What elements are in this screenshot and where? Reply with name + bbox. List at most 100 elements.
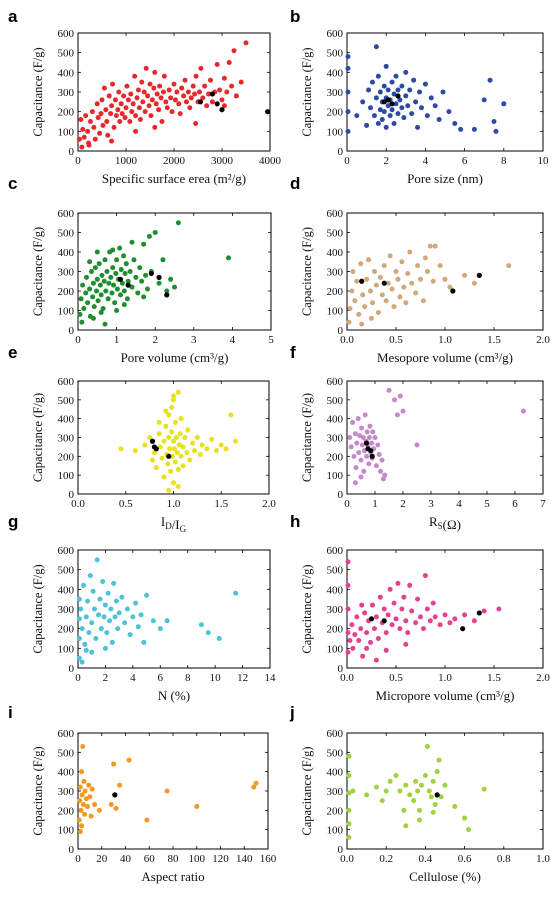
plot-frame <box>346 732 544 850</box>
y-tick-label: 300 <box>327 604 344 616</box>
scatter-point <box>346 773 352 779</box>
highlight-point <box>153 446 159 452</box>
y-tick-label: 0 <box>69 325 75 337</box>
highlight-point <box>149 438 156 444</box>
y-tick-label: 200 <box>58 624 75 636</box>
x-tick-label: 0.0 <box>340 334 354 346</box>
y-tick-label: 300 <box>327 87 344 99</box>
scatter-point <box>403 823 409 829</box>
y-tick-label: 500 <box>58 48 75 60</box>
scatter-point <box>218 442 224 448</box>
scatter-point <box>409 608 415 614</box>
scatter-point <box>89 620 95 626</box>
scatter-point <box>81 134 87 140</box>
scatter-point <box>76 136 82 142</box>
scatter-point <box>375 73 381 79</box>
scatter-point <box>351 453 357 459</box>
scatter-point <box>424 744 430 750</box>
scatter-point <box>347 637 353 643</box>
y-tick-label: 200 <box>327 624 344 636</box>
x-tick-label: 5 <box>268 334 274 346</box>
scatter-point <box>102 257 108 263</box>
scatter-point <box>147 435 153 440</box>
y-tick-label: 300 <box>58 433 75 445</box>
highlight-point <box>389 101 395 107</box>
scatter-point <box>141 89 147 95</box>
scatter-point <box>226 60 232 65</box>
scatter-point <box>392 397 398 403</box>
x-tick-label: 3 <box>191 334 197 346</box>
y-tick-label: 500 <box>58 565 75 577</box>
x-tick-label: 3 <box>428 498 434 510</box>
scatter-point <box>379 798 385 804</box>
scatter-point <box>345 649 351 655</box>
x-tick-label: 0.4 <box>419 853 433 865</box>
scatter-point <box>436 117 442 123</box>
scatter-point <box>177 431 183 437</box>
scatter-point <box>103 288 109 294</box>
scatter-point <box>409 280 415 286</box>
scatter-point <box>401 284 407 290</box>
x-axis-label: Cellulose (%) <box>409 869 481 884</box>
x-tick-label: 2.0 <box>262 498 276 510</box>
scatter-point <box>360 99 366 105</box>
scatter-point <box>87 794 93 800</box>
x-tick-label: 160 <box>260 853 277 865</box>
scatter-point <box>442 276 448 282</box>
scatter-point <box>77 311 83 317</box>
scatter-point <box>447 620 453 626</box>
y-tick-label: 500 <box>327 395 344 407</box>
scatter-point <box>182 77 188 83</box>
scatter-point <box>376 451 382 457</box>
scatter-point <box>354 278 360 284</box>
y-tick-label: 100 <box>58 825 75 837</box>
scatter-point <box>152 124 158 130</box>
scatter-point <box>369 602 375 608</box>
scatter-point <box>113 598 119 604</box>
scatter-point <box>187 457 193 463</box>
x-axis-label: N (%) <box>158 688 190 703</box>
scatter-point <box>360 435 366 440</box>
scatter-point <box>83 614 89 620</box>
scatter-point <box>127 119 133 124</box>
scatter-point <box>426 788 432 794</box>
scatter-point <box>196 89 202 95</box>
scatter-point <box>430 278 436 284</box>
scatter-point <box>98 309 104 315</box>
scatter-point <box>193 73 199 79</box>
scatter-point <box>358 457 364 463</box>
x-axis-label: Specific surface erea (m²/g) <box>102 171 246 186</box>
x-tick-label: 1 <box>372 498 378 510</box>
scatter-point <box>175 483 181 489</box>
scatter-point <box>415 788 421 794</box>
scatter-point <box>94 249 100 255</box>
scatter-point <box>171 81 177 87</box>
highlight-point <box>476 610 482 616</box>
scatter-point <box>92 265 98 271</box>
scatter-point <box>96 612 102 618</box>
scatter-point <box>387 586 393 592</box>
scatter-point <box>415 263 421 269</box>
scatter-point <box>381 263 387 269</box>
scatter-point <box>94 288 100 294</box>
panel-d: d 0.0 0.5 1.0 1.5 2.0 0 100 200 300 400 500 600 Mesop… <box>290 174 550 365</box>
highlight-point <box>359 278 365 284</box>
panel-i: i 0 20 40 60 80 100 120 140 160 0 100 200 300 400 500 60… <box>8 703 277 884</box>
scatter-point <box>199 442 205 448</box>
scatter-point <box>123 261 129 267</box>
scatter-point <box>97 130 103 136</box>
scatter-point <box>377 107 383 113</box>
scatter-point <box>166 487 172 493</box>
scatter-point <box>95 298 101 304</box>
scatter-point <box>143 272 149 278</box>
x-tick-label: 0.2 <box>379 853 393 865</box>
x-tick-label: 1.5 <box>487 672 501 684</box>
scatter-point <box>110 247 116 253</box>
scatter-point <box>368 105 374 111</box>
x-tick-label: 7 <box>540 498 546 510</box>
scatter-point <box>346 319 352 325</box>
scatter-point <box>397 393 403 399</box>
x-tick-label: 100 <box>189 853 206 865</box>
scatter-point <box>381 606 387 612</box>
scatter-point <box>399 259 405 265</box>
